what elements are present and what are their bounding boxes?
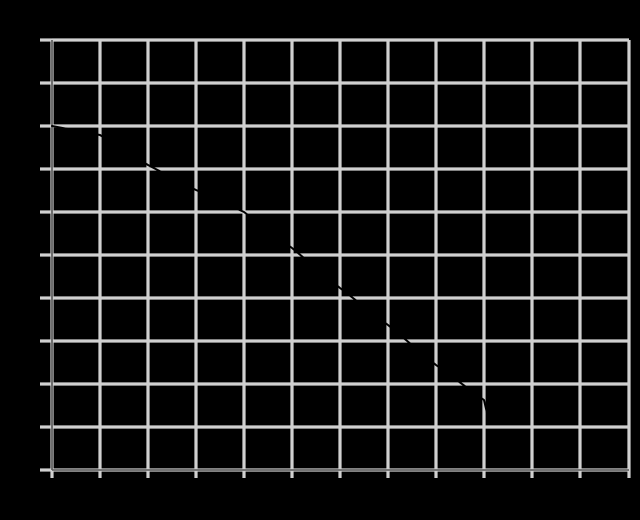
- data-series-group: [51, 125, 488, 414]
- axis-spines: [51, 40, 629, 471]
- y-axis-tick-marks: [40, 38, 52, 472]
- data-line-series-1: [51, 125, 488, 414]
